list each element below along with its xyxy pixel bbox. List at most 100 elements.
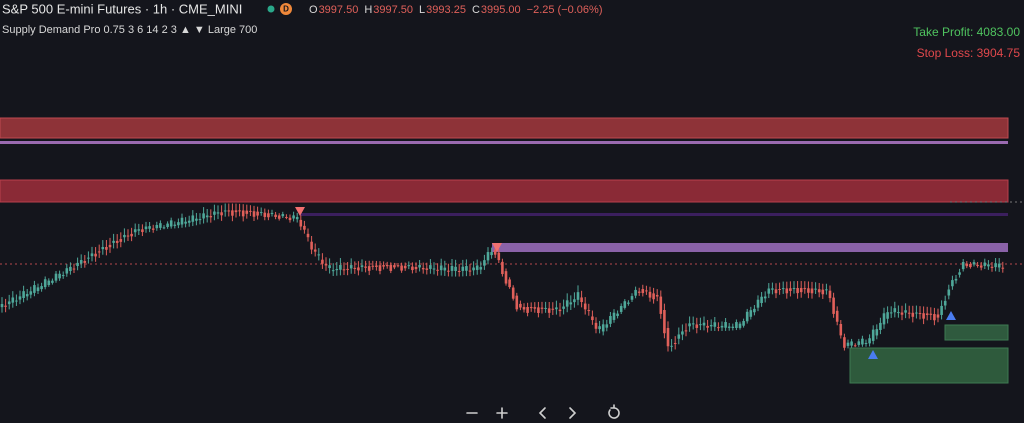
candle-body [659, 296, 663, 314]
demand-zone [944, 324, 1009, 341]
candle-body [263, 212, 267, 217]
candle-body [25, 294, 29, 297]
candle-body [630, 296, 634, 300]
candle-body [155, 225, 159, 229]
candle-body [580, 297, 583, 303]
candle-body [220, 212, 223, 216]
candle-body [940, 305, 943, 315]
candle-body [187, 220, 191, 223]
supply-line [0, 141, 1008, 144]
candle-body [151, 228, 155, 230]
candle-body [357, 267, 360, 271]
candle-body [400, 265, 403, 271]
candle-body [0, 304, 4, 308]
candle-body [717, 327, 720, 329]
candle-body [396, 265, 400, 267]
candle-body [123, 234, 126, 238]
status-dot [267, 5, 275, 13]
badge: D [283, 5, 289, 14]
candle-body [771, 288, 774, 290]
candle-body [432, 268, 436, 270]
candle-body [623, 301, 627, 308]
candle-body [504, 271, 508, 284]
candle-body [598, 326, 601, 330]
candle-body [544, 307, 547, 309]
candle-body [767, 288, 771, 294]
candle-body [11, 297, 15, 303]
candle-body [900, 312, 904, 315]
candle-body [551, 308, 555, 310]
candle-body [436, 269, 439, 271]
candle-body [166, 223, 169, 228]
candle-body [702, 322, 706, 326]
candle-body [227, 210, 231, 212]
candle-body [904, 310, 907, 313]
candle-body [832, 297, 835, 314]
candle-body [342, 269, 346, 271]
candle-body [663, 310, 666, 334]
candle-body [810, 288, 814, 294]
candle-body [457, 270, 461, 272]
candle-body [108, 244, 112, 248]
ohlc-label: O [309, 4, 318, 16]
stop-loss: Stop Loss: 3904.75 [917, 46, 1021, 60]
candle-body [727, 326, 731, 328]
candle-body [299, 219, 303, 227]
candle-body [724, 322, 727, 328]
badge-bg [280, 3, 292, 15]
candle-body [825, 289, 828, 291]
scroll-right-button[interactable] [569, 407, 577, 419]
candle-body [843, 337, 846, 348]
candle-body [655, 294, 659, 297]
candle-body [763, 296, 767, 299]
candle-body [807, 288, 810, 293]
candle-body [529, 307, 533, 309]
candle-body [670, 345, 673, 347]
candle-body [277, 215, 281, 219]
candle-body [515, 295, 519, 310]
candle-body [267, 213, 270, 218]
candles [0, 203, 1005, 352]
candle-body [889, 312, 893, 314]
candle-body [699, 324, 702, 326]
candle-body [439, 265, 443, 271]
candle-body [54, 273, 58, 281]
candle-body [547, 308, 551, 313]
candle-body [565, 300, 569, 307]
candle-body [850, 341, 853, 346]
candle-body [814, 288, 817, 290]
sell-signal [492, 243, 502, 252]
candle-body [753, 308, 756, 313]
candle-body [526, 307, 529, 313]
candle-body [403, 265, 407, 269]
candle-body [112, 240, 115, 243]
candle-body [43, 279, 47, 288]
candle-body [706, 325, 709, 328]
candle-body [231, 210, 234, 216]
candle-body [835, 310, 839, 322]
candle-body [407, 265, 411, 267]
price-change: −2.25 (−0.06%) [527, 4, 603, 16]
reset-button[interactable] [608, 404, 620, 419]
candle-body [486, 252, 490, 261]
candle-body [789, 288, 792, 291]
scroll-left-button[interactable] [538, 407, 546, 419]
candle-body [245, 210, 249, 214]
candle-body [634, 289, 637, 296]
candle-body [720, 325, 724, 328]
candle-body [627, 302, 630, 304]
candle-body [533, 307, 537, 309]
buy-signal [946, 311, 956, 320]
candle-body [817, 289, 821, 293]
candle-body [130, 233, 133, 237]
candle-body [324, 263, 328, 266]
candle-body [907, 312, 911, 314]
candle-body [519, 303, 522, 308]
candle-body [652, 293, 655, 300]
candle-body [612, 312, 616, 320]
candle-body [522, 307, 526, 310]
zoom-in-button[interactable] [496, 407, 508, 419]
candle-body [875, 329, 879, 336]
candle-body [281, 214, 285, 217]
